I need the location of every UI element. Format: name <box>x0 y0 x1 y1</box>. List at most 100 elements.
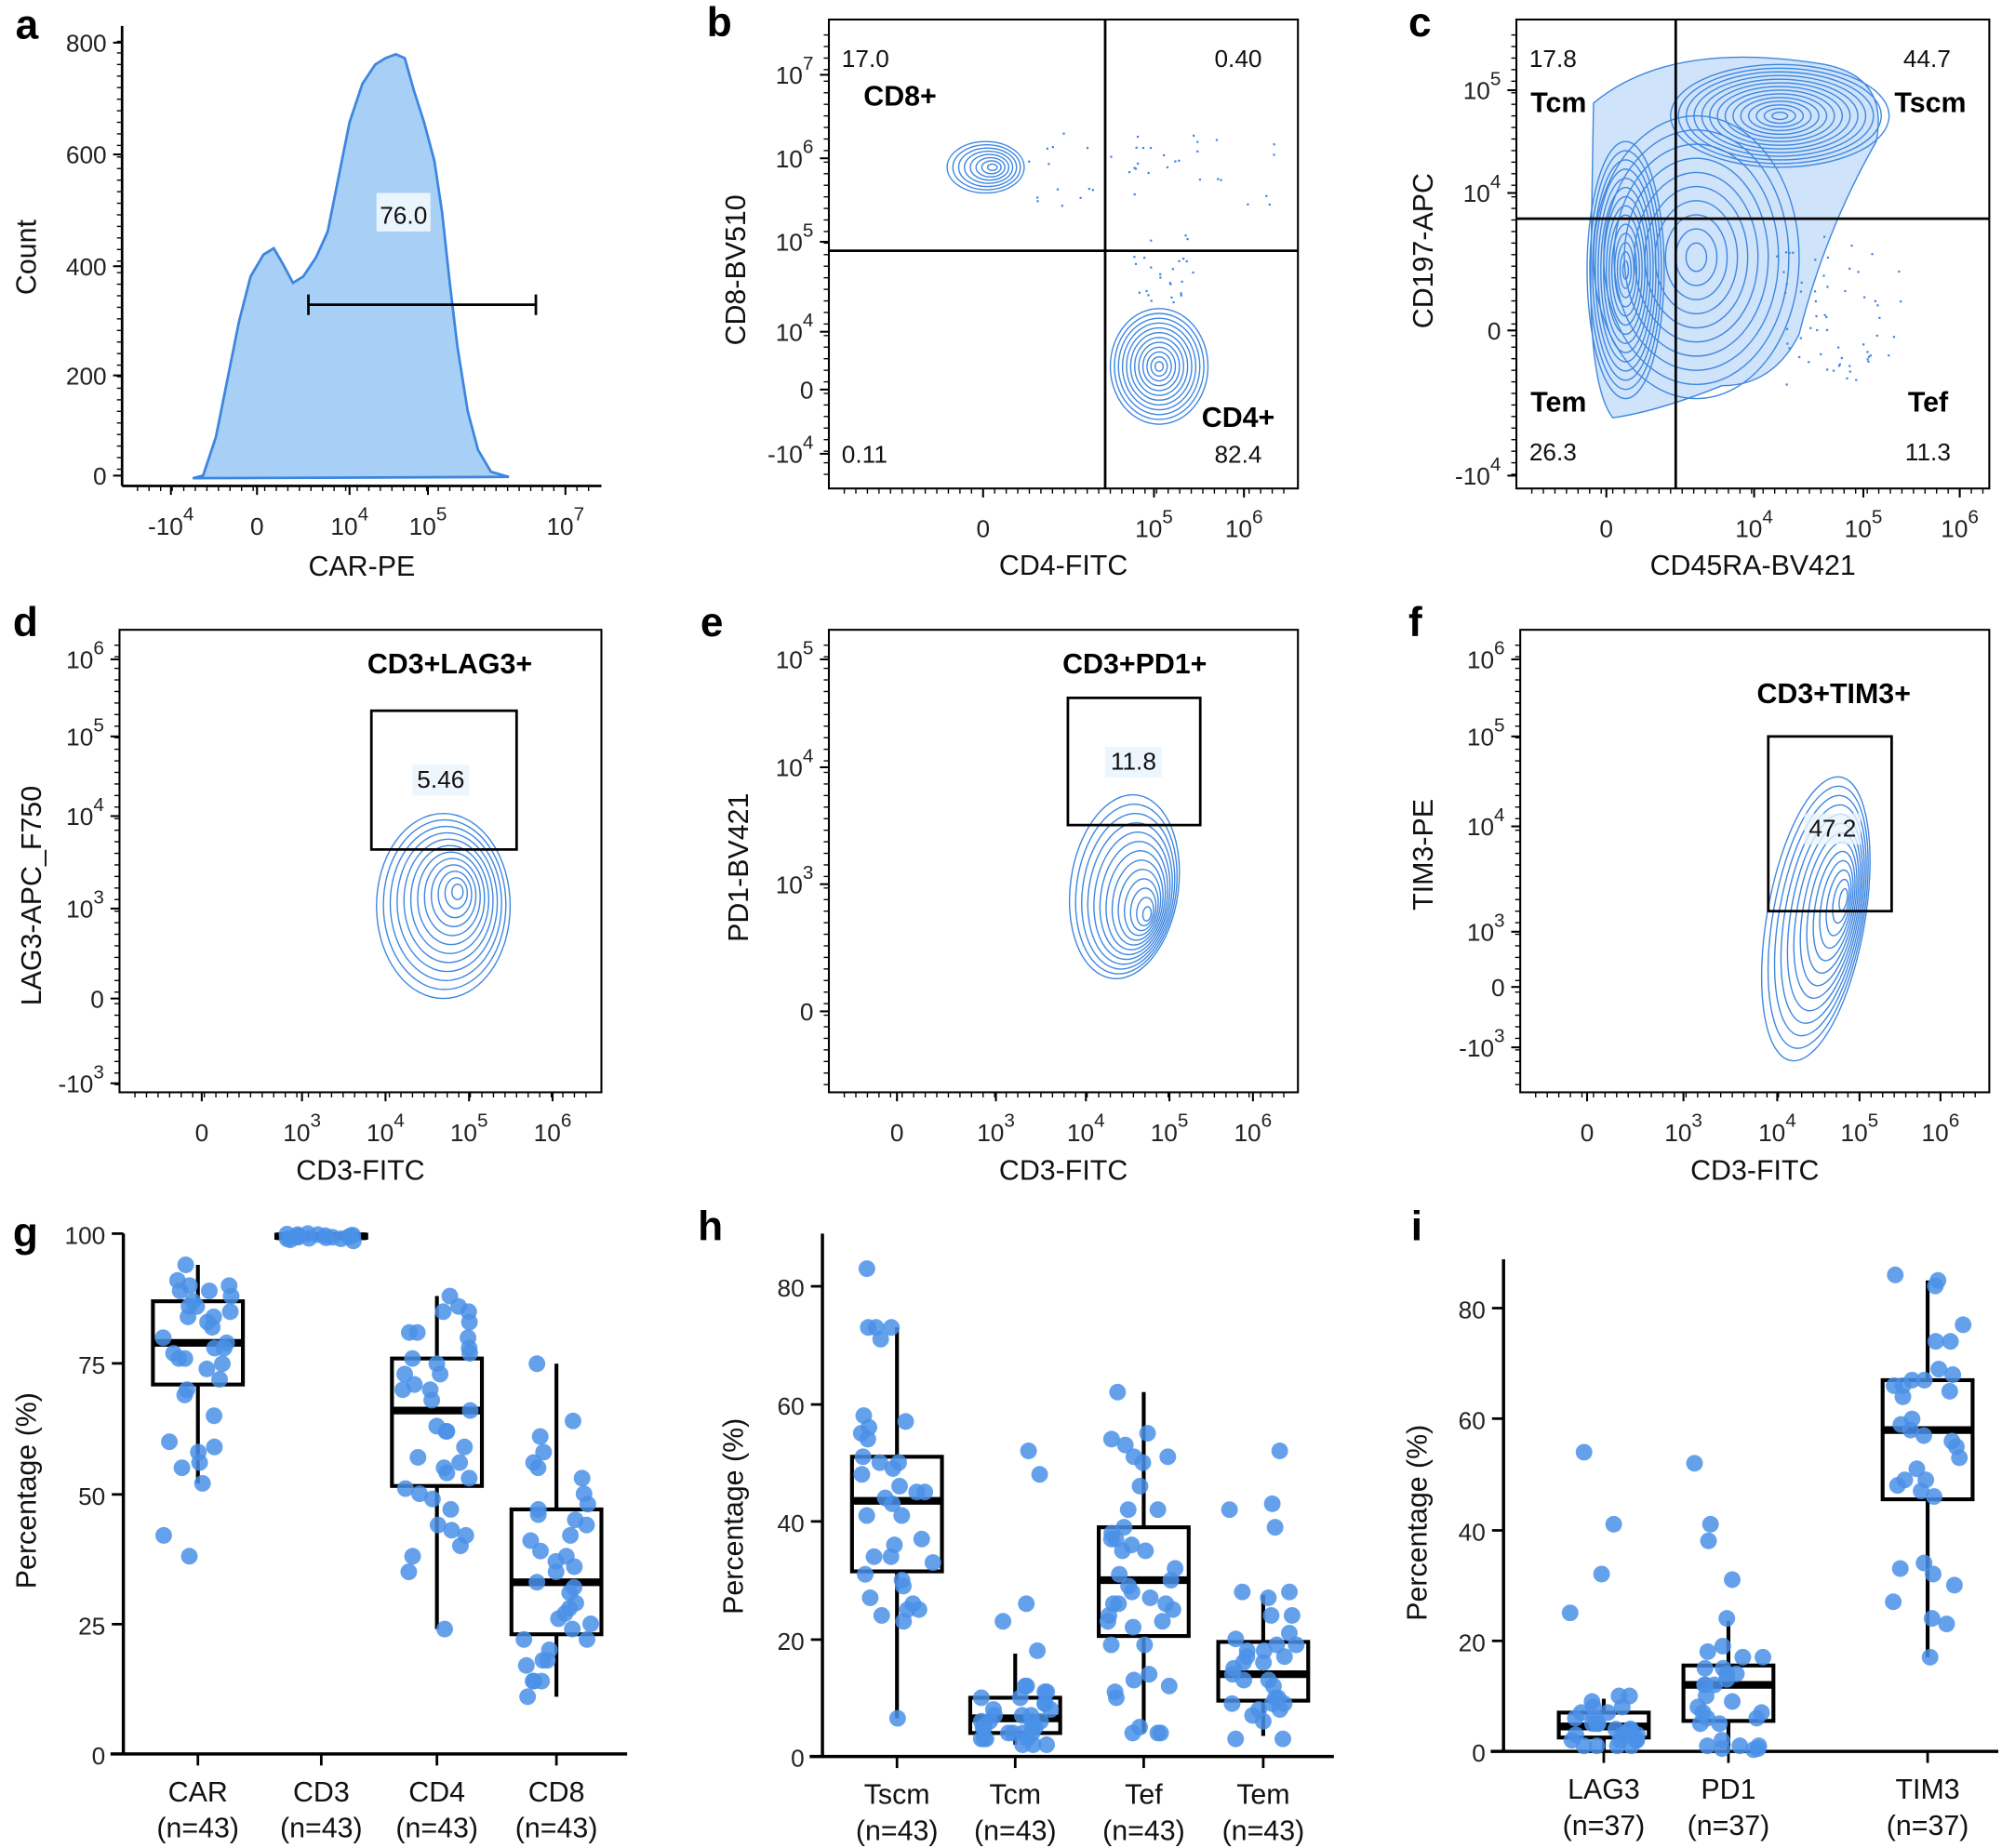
contour-line <box>1593 114 1800 400</box>
data-point <box>154 1526 172 1544</box>
contour-line <box>1150 355 1168 378</box>
event-dot <box>1855 379 1858 381</box>
data-point <box>1588 1737 1606 1755</box>
panel-label-i: i <box>1411 1203 1422 1249</box>
event-dot <box>1051 145 1054 149</box>
event-dot <box>1193 134 1195 137</box>
event-dot <box>1808 361 1810 364</box>
data-point <box>1262 1606 1280 1624</box>
group-count-label: (n=43) <box>1102 1815 1185 1846</box>
quadrant-value: 26.3 <box>1529 438 1577 466</box>
data-point <box>529 1506 547 1523</box>
event-dot <box>1128 171 1131 174</box>
data-point <box>578 1516 595 1534</box>
gate-title: CD3+TIM3+ <box>1757 678 1911 710</box>
data-point <box>1149 1501 1167 1519</box>
panel-label-f: f <box>1408 600 1422 645</box>
event-dot <box>1048 163 1050 166</box>
data-point <box>1699 1642 1716 1660</box>
group-count-label: (n=37) <box>1688 1810 1770 1841</box>
data-point <box>532 1542 549 1560</box>
event-dot <box>1088 187 1090 191</box>
event-dot <box>1876 304 1879 307</box>
event-dot <box>1247 203 1249 206</box>
data-point <box>400 1563 418 1581</box>
event-dot <box>1056 188 1060 191</box>
event-dot <box>1134 167 1138 170</box>
y-axis-title: Percentage (%) <box>11 1392 43 1589</box>
contour-line <box>1134 337 1184 396</box>
x-axis-title: CD4-FITC <box>999 550 1128 581</box>
contour-line <box>430 864 477 927</box>
y-tick-label: 105 <box>1463 68 1501 104</box>
group-count-label: (n=43) <box>515 1813 598 1844</box>
contour-line <box>1812 850 1856 962</box>
contour-population <box>376 813 512 1000</box>
data-point <box>198 1360 216 1377</box>
contour-line <box>1093 831 1171 961</box>
data-point <box>1686 1455 1703 1472</box>
x-tick-label: Tscm <box>864 1779 930 1811</box>
event-dot <box>1798 355 1801 359</box>
x-tick-label: 105 <box>1151 1110 1189 1147</box>
y-tick-label: 0 <box>800 377 814 405</box>
data-point <box>1925 1565 1942 1583</box>
event-dot <box>1815 314 1818 318</box>
data-point <box>882 1548 900 1565</box>
data-point <box>529 1459 547 1477</box>
quadrant-value: 82.4 <box>1214 441 1261 469</box>
quadrant-value: 44.7 <box>1903 45 1951 73</box>
y-tick-label: 104 <box>776 745 814 781</box>
data-point <box>883 1319 901 1336</box>
data-point <box>1029 1642 1047 1659</box>
data-point <box>888 1709 906 1727</box>
contour-line <box>1099 841 1168 956</box>
contour-line <box>389 825 502 981</box>
y-tick-label: 75 <box>78 1351 105 1379</box>
data-point <box>1154 1613 1171 1630</box>
group-count-label: (n=43) <box>280 1813 363 1844</box>
contour-line <box>1654 200 1739 315</box>
panel-label-h: h <box>698 1203 723 1249</box>
contour-line <box>1074 803 1178 975</box>
x-tick-label: 106 <box>534 1110 572 1147</box>
event-dot <box>1141 146 1145 150</box>
y-tick-label: 103 <box>66 886 104 923</box>
x-tick-label: 105 <box>1845 507 1883 543</box>
data-point <box>1102 1636 1120 1654</box>
data-point <box>404 1349 421 1367</box>
panel-label-c: c <box>1408 0 1432 46</box>
y-tick-label: -103 <box>1459 1026 1504 1062</box>
data-point <box>1223 1695 1241 1712</box>
contour-line <box>1755 104 1805 128</box>
event-dot <box>1826 256 1830 259</box>
event-dot <box>1825 328 1829 331</box>
data-point <box>451 1537 469 1555</box>
data-point <box>1119 1501 1137 1519</box>
event-dot <box>1133 193 1136 196</box>
data-point <box>409 1449 427 1466</box>
data-point <box>1945 1576 1963 1594</box>
contour-line <box>1724 89 1835 142</box>
data-point <box>1162 1572 1180 1589</box>
y-tick-label: 60 <box>778 1392 805 1420</box>
event-dot <box>1776 255 1779 258</box>
data-point <box>1930 1361 1948 1378</box>
data-point <box>300 1230 318 1247</box>
contour-line <box>1592 159 1660 381</box>
contour-line <box>376 813 512 1000</box>
quadrant-value: 0.40 <box>1214 45 1261 73</box>
y-tick-label: 25 <box>78 1612 105 1640</box>
y-tick-label: 600 <box>66 141 107 169</box>
population-label: Tscm <box>1894 86 1966 118</box>
contour-line <box>1763 108 1796 125</box>
data-point <box>1885 1593 1902 1611</box>
y-tick-label: 104 <box>1463 171 1501 207</box>
event-dot <box>1832 369 1835 372</box>
event-dot <box>1814 299 1817 303</box>
y-tick-label: 0 <box>90 985 104 1013</box>
contour-line <box>1597 178 1654 363</box>
event-dot <box>1178 159 1181 162</box>
data-point <box>429 1516 447 1534</box>
event-dot <box>1198 179 1202 181</box>
